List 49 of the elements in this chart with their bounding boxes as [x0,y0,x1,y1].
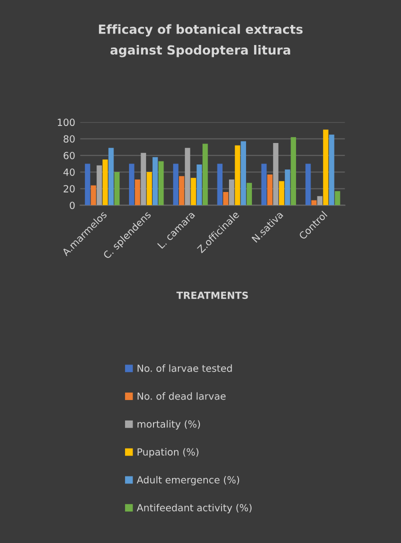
bar [190,178,196,206]
bar [90,185,96,206]
bar [323,130,328,206]
bar [273,142,278,206]
bar [317,196,323,206]
bar [234,145,240,206]
bar [184,148,190,206]
y-tick-label: 80 [64,135,75,143]
legend-label: Pupation (%) [138,448,198,458]
bar [223,192,228,206]
bar [108,148,114,206]
bar [114,172,120,206]
bar [284,170,290,206]
bar [84,164,90,206]
legend-label: No. of larvae tested [138,364,232,372]
bar [96,165,102,206]
y-tick-label: 60 [64,152,75,160]
bar [267,174,273,206]
bar [278,181,284,206]
legend-label: mortality (%) [138,420,200,430]
y-tick-label: 40 [63,168,75,176]
bar [305,164,311,206]
y-tick-label: 20 [64,185,75,192]
bar [246,182,252,206]
bar [290,137,296,206]
bar [240,141,246,206]
bar [158,161,164,206]
chart-title: Efficacy of botanical extracts against Spodoptera litura [98,24,303,58]
bar [173,164,178,206]
bar [217,164,223,206]
legend-label: No. of dead larvae [138,392,226,400]
bar [146,172,152,206]
bar [179,176,184,206]
bar [334,191,340,206]
legend-label: Antifeedant activity (%) [136,504,252,514]
bar [140,152,146,206]
bar [152,157,158,206]
bar [328,134,334,206]
bar [261,164,267,206]
bar [202,144,208,206]
bar [129,164,134,206]
y-tick-label: 100 [58,118,75,126]
bar [134,180,140,206]
bar [102,160,108,206]
y-tick-label: 0 [70,202,75,210]
x-axis-title: TREATMENTS [176,292,248,299]
bar [196,164,202,206]
legend-label: Adult emergence (%) [136,476,240,486]
bar [229,180,234,206]
